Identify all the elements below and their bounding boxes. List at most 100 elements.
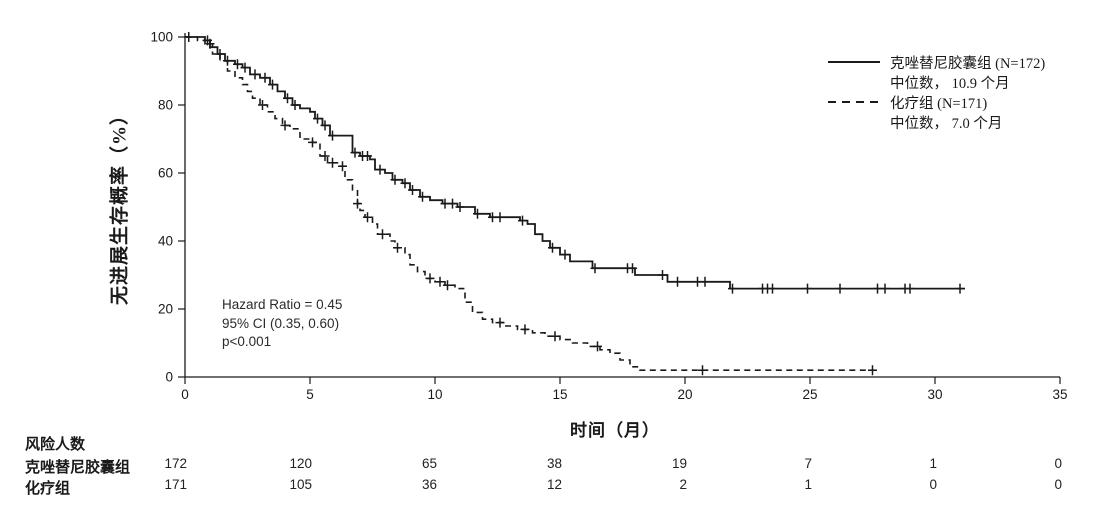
legend-median-chemo: 中位数， 7.0 个月 [828,112,1045,132]
x-tick-label: 0 [181,387,189,402]
risk-count-cell: 105 [289,477,312,492]
p-value-text: p<0.001 [222,334,272,349]
censor-mark [673,276,682,287]
censor-mark [205,38,215,49]
legend-entry-chemo: 化疗组 (N=171) [828,92,1045,112]
censor-mark [260,72,270,83]
x-tick-label: 10 [427,387,442,402]
censor-mark [835,283,845,294]
y-axis-title: 无进展生存概率（%） [109,104,131,306]
censor-mark [495,317,505,328]
censor-mark [905,283,915,294]
censor-mark [550,331,560,342]
y-tick-label: 20 [158,302,173,317]
y-tick-label: 80 [158,98,173,113]
censor-mark [593,341,602,352]
risk-count-cell: 0 [1054,456,1062,471]
censor-mark [768,283,777,294]
censor-mark [280,120,290,131]
y-tick-label: 100 [150,30,173,45]
legend-label-chemo: 化疗组 (N=171) [890,95,988,112]
censor-mark [728,283,737,294]
censor-mark [520,324,530,335]
risk-count-cell: 172 [164,456,187,471]
legend-median-chemo-text: 中位数， 7.0 个月 [890,115,1003,132]
risk-count-cell: 1 [929,456,937,471]
censor-mark [455,202,465,212]
x-tick-label: 30 [927,387,942,402]
censor-mark [393,242,402,253]
risk-count-cell: 65 [421,456,437,471]
censor-mark [473,208,482,219]
x-tick-label: 25 [802,387,817,402]
x-tick-label: 35 [1052,387,1067,402]
risk-count-cell: 19 [671,456,687,471]
censor-mark [353,198,362,209]
legend-median-crizotinib-text: 中位数， 10.9 个月 [890,75,1010,92]
risk-count-cell: 1 [804,477,812,492]
legend: 克唑替尼胶囊组 (N=172) 中位数， 10.9 个月 化疗组 (N=171)… [828,52,1045,132]
censor-mark [518,215,527,226]
censor-mark [448,198,457,209]
censor-mark [328,157,337,168]
censor-mark [363,151,372,161]
censor-mark [548,242,557,253]
censor-mark [698,365,707,376]
hazard-ratio-text: Hazard Ratio = 0.45 [222,297,343,312]
censor-mark [658,270,667,280]
censor-mark [283,93,292,104]
dashed-line-sample-icon [828,101,880,103]
risk-count-cell: 38 [546,456,562,471]
censor-mark [803,283,812,294]
risk-count-cell: 171 [164,477,187,492]
censor-mark [418,191,427,202]
legend-entry-crizotinib: 克唑替尼胶囊组 (N=172) [828,52,1045,72]
censor-mark [378,229,387,240]
censor-mark [258,100,267,110]
risk-row-label-crizotinib: 克唑替尼胶囊组 [25,460,131,476]
censor-mark [560,249,570,260]
risk-count-cell: 7 [804,456,812,471]
x-tick-label: 20 [677,387,692,402]
risk-row-label-chemo: 化疗组 [25,481,71,497]
censor-mark [880,283,890,294]
censor-mark [320,151,330,161]
x-tick-label: 15 [552,387,567,402]
legend-median-crizotinib: 中位数， 10.9 个月 [828,72,1045,92]
y-tick-label: 40 [158,234,173,249]
censor-mark [313,113,322,124]
x-axis-title: 时间（月） [570,421,660,440]
statistics-annotation: Hazard Ratio = 0.45 95% CI (0.35, 0.60) … [222,296,342,352]
censor-mark [308,137,317,148]
risk-count-cell: 120 [289,456,312,471]
censor-mark [495,212,505,223]
risk-count-cell: 0 [929,477,937,492]
censor-mark [408,185,417,195]
censor-mark [435,276,445,287]
censor-mark [400,178,410,189]
censor-mark [443,280,452,291]
solid-line-sample-icon [828,61,880,63]
censor-mark [700,276,710,287]
risk-count-cell: 2 [679,477,687,492]
x-tick-label: 5 [306,387,314,402]
censor-mark [240,62,250,73]
censor-mark [868,365,877,376]
censor-mark [338,161,347,172]
y-tick-label: 0 [165,370,173,385]
risk-count-cell: 0 [1054,477,1062,492]
risk-count-cell: 36 [421,477,437,492]
censor-mark [350,147,360,158]
censor-mark [390,174,400,185]
censor-mark [320,120,330,131]
censor-mark [955,283,965,294]
confidence-interval-text: 95% CI (0.35, 0.60) [222,315,340,331]
risk-count-cell: 12 [546,477,562,492]
censor-mark [268,79,277,90]
risk-table-title: 风险人数 [25,437,86,453]
censor-mark [590,263,600,274]
censor-mark [290,100,300,110]
censor-mark [328,130,337,141]
